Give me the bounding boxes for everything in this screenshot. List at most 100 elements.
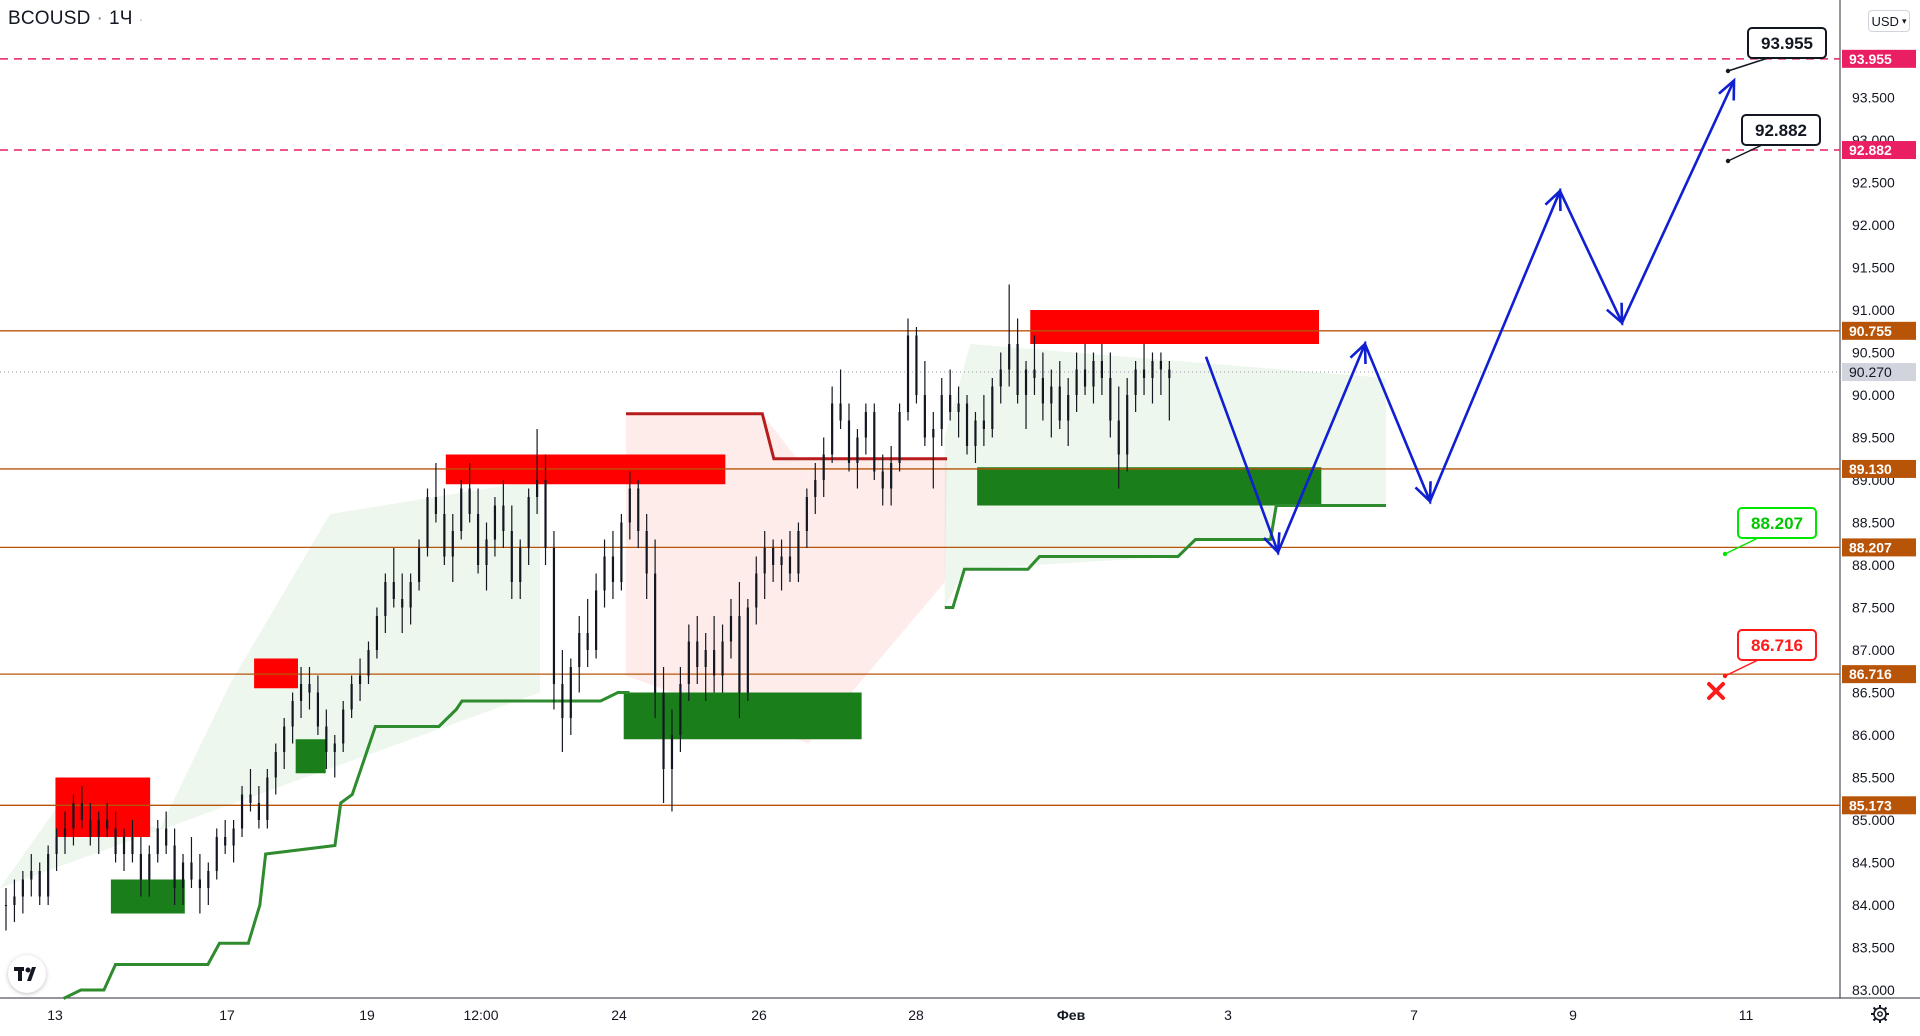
candle-body: [1117, 420, 1120, 455]
price-level-tag-label: 89.130: [1849, 461, 1892, 477]
support-zone[interactable]: [110, 879, 185, 914]
resistance-zone[interactable]: [55, 777, 151, 838]
support-zone[interactable]: [623, 692, 862, 740]
candle-body: [814, 480, 817, 497]
time-tick-label: 13: [47, 1007, 63, 1023]
time-tick-label: 24: [611, 1007, 627, 1023]
symbol-legend[interactable]: BCOUSD · 1Ч ·: [8, 8, 144, 30]
callout-anchor: [1722, 673, 1728, 679]
last-price-tag[interactable]: [1842, 363, 1916, 382]
callout-box[interactable]: [1741, 114, 1821, 146]
candle-body: [173, 845, 176, 888]
support-zone[interactable]: [295, 739, 326, 774]
candle-body: [257, 803, 260, 820]
candle-body: [772, 548, 775, 565]
candle-body: [274, 752, 277, 778]
callout-pointer: [1727, 57, 1769, 72]
price-level-tag[interactable]: [1842, 538, 1916, 557]
time-tick-label: 28: [908, 1007, 924, 1023]
candle-body: [965, 403, 969, 446]
price-tick-label: 91.000: [1852, 302, 1895, 318]
projection-arrowhead: [1605, 302, 1624, 326]
time-tick-label: 19: [359, 1007, 375, 1023]
candle-body: [114, 828, 117, 854]
candle-body: [485, 539, 488, 565]
price-tick-label: 83.500: [1852, 940, 1895, 956]
price-level-tag[interactable]: [1842, 49, 1916, 68]
candle-body: [839, 403, 842, 421]
price-level-tag-label: 92.882: [1849, 142, 1892, 158]
candle-body: [721, 641, 724, 676]
candle-body: [898, 412, 901, 463]
price-level-tag[interactable]: [1842, 459, 1916, 478]
candle-body: [38, 871, 41, 897]
candle-body: [949, 395, 952, 412]
price-level-tag[interactable]: [1842, 796, 1916, 815]
callout-label: 88.207: [1751, 514, 1803, 533]
legend-separator: ·: [96, 8, 104, 29]
candle-body: [1142, 369, 1146, 378]
candle-body: [89, 820, 92, 837]
price-level-tag[interactable]: [1842, 141, 1916, 160]
callout-pointer: [1724, 659, 1759, 677]
price-level-tag[interactable]: [1842, 321, 1916, 340]
price-level-tag-label: 85.173: [1849, 797, 1892, 813]
candle-body: [788, 556, 792, 574]
support-zone[interactable]: [977, 467, 1322, 506]
resistance-zone[interactable]: [1030, 310, 1320, 344]
candle-body: [156, 828, 159, 854]
price-tick-label: 93.500: [1852, 90, 1895, 106]
candle-body: [670, 735, 674, 769]
price-tick-label: 85.000: [1852, 812, 1895, 828]
callout-label: 86.716: [1751, 636, 1803, 655]
projection-arrowhead: [1718, 77, 1736, 101]
candle-body: [401, 599, 404, 608]
candle-body: [974, 420, 977, 446]
candle-body: [603, 556, 606, 591]
candle-body: [1126, 395, 1129, 455]
currency-selector[interactable]: USD ▾: [1868, 10, 1910, 32]
candle-body: [1109, 378, 1112, 421]
candle-body: [342, 709, 345, 744]
price-tick-label: 84.500: [1852, 855, 1895, 871]
candle-body: [999, 369, 1002, 387]
price-tick-label: 85.500: [1852, 770, 1895, 786]
candle-body: [932, 429, 935, 438]
tradingview-logo[interactable]: [8, 955, 46, 993]
candle-body: [780, 556, 783, 565]
candle-body: [679, 684, 682, 735]
candle-body: [148, 854, 151, 880]
callout-box[interactable]: [1747, 27, 1827, 59]
callout-pointer: [1724, 537, 1759, 555]
candle-body: [409, 582, 412, 608]
candle-body: [266, 777, 269, 820]
price-tick-label: 83.000: [1852, 982, 1895, 998]
trailing-support-line: [944, 504, 1386, 609]
candle-body: [308, 684, 311, 693]
price-level-tag[interactable]: [1842, 665, 1916, 684]
candle-body: [637, 488, 640, 531]
legend-dot: ·: [138, 11, 144, 27]
settings-gear-icon[interactable]: [1870, 1004, 1890, 1024]
last-price-tag-label: 90.270: [1849, 364, 1892, 380]
callout-label: 93.955: [1761, 34, 1813, 53]
resistance-zone[interactable]: [254, 658, 298, 689]
candle-body: [645, 531, 648, 574]
candle-body: [957, 403, 960, 412]
price-tick-label: 92.500: [1852, 175, 1895, 191]
candle-body: [805, 497, 808, 531]
candle-body: [1075, 369, 1078, 395]
candle-body: [63, 828, 67, 837]
candle-body: [662, 692, 665, 769]
candle-body: [654, 573, 657, 693]
price-level-tag-label: 86.716: [1849, 666, 1892, 682]
callout-box[interactable]: [1737, 629, 1817, 661]
candle-body: [350, 684, 353, 710]
projection-arrowhead: [1349, 341, 1367, 365]
candle-body: [991, 386, 994, 429]
callout-anchor: [1722, 551, 1728, 557]
chevron-down-icon: ▾: [1901, 15, 1907, 26]
callout-box[interactable]: [1737, 507, 1817, 539]
